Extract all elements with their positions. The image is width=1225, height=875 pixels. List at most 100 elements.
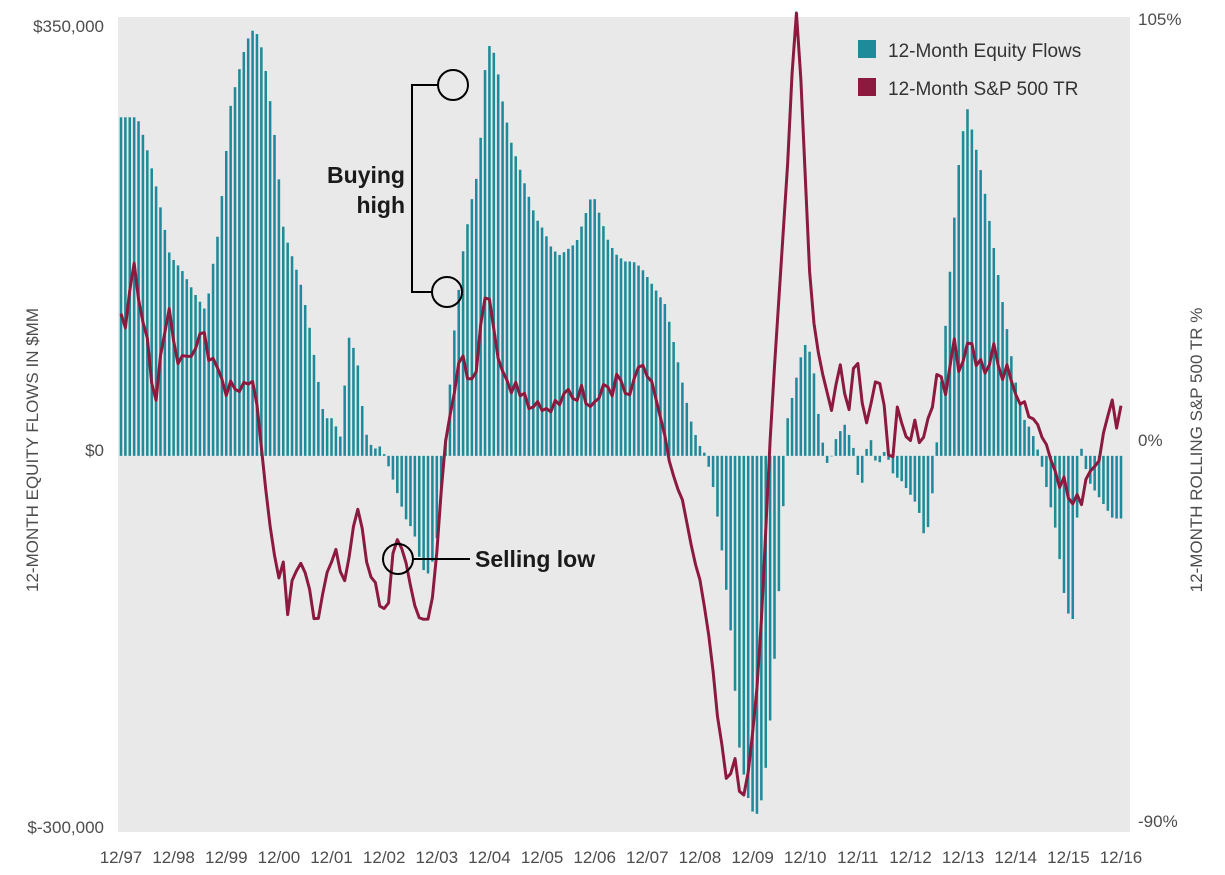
flow-bar [1080, 448, 1083, 456]
flow-bar [181, 271, 184, 456]
flow-bar [1005, 329, 1009, 456]
flow-bar [584, 213, 588, 456]
flow-bar [843, 424, 846, 456]
flow-bar [839, 431, 842, 456]
flow-bar [878, 455, 882, 463]
flow-bar [479, 137, 482, 456]
flow-bar [369, 444, 373, 456]
flow-bar [733, 455, 737, 691]
x-tick-label: 12/08 [679, 848, 722, 867]
flow-bar [277, 179, 281, 456]
flow-bar [1036, 449, 1039, 456]
flow-bar [961, 131, 965, 456]
flow-bar [874, 455, 877, 461]
flow-bar [966, 109, 969, 456]
buying-high-bracket [411, 84, 438, 293]
left-tick-bottom: $-300,000 [27, 818, 104, 837]
flow-bar [303, 305, 307, 456]
flow-bar [553, 251, 557, 456]
flow-bar [242, 51, 246, 456]
flow-bar [1084, 455, 1088, 470]
flow-bar [615, 254, 618, 456]
flow-bar [891, 455, 895, 474]
flow-bar [689, 421, 693, 456]
flow-bar [641, 270, 645, 456]
x-tick-label: 12/14 [994, 848, 1037, 867]
flow-bar [1045, 455, 1048, 488]
flow-bar [431, 455, 434, 562]
flow-bar [378, 446, 382, 456]
flow-bar [470, 199, 474, 456]
flow-bar [711, 455, 715, 488]
x-tick-label: 12/16 [1100, 848, 1143, 867]
flow-bar [904, 455, 908, 489]
flow-bar [496, 74, 500, 456]
flow-bar [694, 435, 697, 456]
flow-bar [233, 87, 237, 456]
buying-high-label-line2: high [356, 192, 405, 218]
flow-bar [141, 134, 145, 456]
flow-bar [404, 455, 408, 520]
flow-bar [545, 236, 548, 456]
flow-bar [488, 46, 491, 456]
x-tick-label: 12/06 [573, 848, 616, 867]
flow-bar [518, 169, 522, 456]
flow-bar [795, 377, 798, 456]
flow-bar [1010, 356, 1013, 456]
flow-bar [1027, 426, 1031, 456]
flow-bar [672, 342, 675, 456]
flow-bar [900, 455, 903, 482]
right-tick-zero: 0% [1138, 431, 1163, 450]
flow-bar [869, 440, 873, 456]
flow-bar [483, 70, 487, 456]
flow-bar [1110, 455, 1114, 518]
legend-swatch-flows [858, 40, 876, 58]
flow-bar [312, 354, 316, 456]
flow-bar [1032, 436, 1035, 456]
right-tick-top: 105% [1138, 10, 1181, 29]
flow-bar [203, 308, 206, 456]
flow-bar [1023, 419, 1026, 456]
flow-bar [194, 294, 197, 456]
flow-bar [992, 247, 996, 456]
flow-bar [979, 170, 982, 456]
flow-bar [931, 455, 934, 494]
x-tick-label: 12/01 [310, 848, 353, 867]
flow-bar [593, 199, 596, 456]
flow-bar [698, 445, 702, 456]
x-axis: 12/97 12/98 12/99 12/00 12/01 12/02 12/03 12/04… [100, 848, 1143, 867]
flow-bar [185, 279, 189, 456]
flow-bar [738, 455, 741, 748]
x-tick-label: 12/98 [152, 848, 195, 867]
x-tick-label: 12/02 [363, 848, 406, 867]
flow-bar [282, 226, 285, 456]
flow-bar [146, 150, 149, 456]
flow-bar [790, 397, 794, 456]
flow-bar [461, 251, 465, 456]
flow-bar [939, 381, 943, 456]
flow-bar [150, 168, 153, 456]
flow-bar [268, 101, 272, 456]
flow-bar [334, 426, 338, 456]
flow-bar [189, 287, 193, 456]
x-tick-label: 12/00 [258, 848, 301, 867]
flow-bar [817, 413, 820, 456]
flow-bar [207, 293, 210, 456]
flow-bar [474, 178, 478, 456]
flow-bar [957, 164, 960, 456]
flow-bar [1102, 455, 1105, 505]
flow-bar [746, 455, 750, 799]
x-tick-label: 12/10 [784, 848, 827, 867]
flow-bar [382, 454, 386, 456]
left-axis: $350,000 $0 $-300,000 12-MONTH EQUITY FL… [23, 17, 104, 837]
flow-bar [1058, 455, 1061, 560]
flow-bar [396, 455, 399, 494]
flow-bar [172, 259, 175, 456]
flow-bar [764, 455, 767, 768]
flow-bar [400, 455, 403, 507]
buying-high-label-line1: Buying [327, 162, 405, 188]
flow-bar [308, 327, 311, 456]
flow-bar [974, 149, 978, 456]
flow-bar [707, 455, 710, 467]
